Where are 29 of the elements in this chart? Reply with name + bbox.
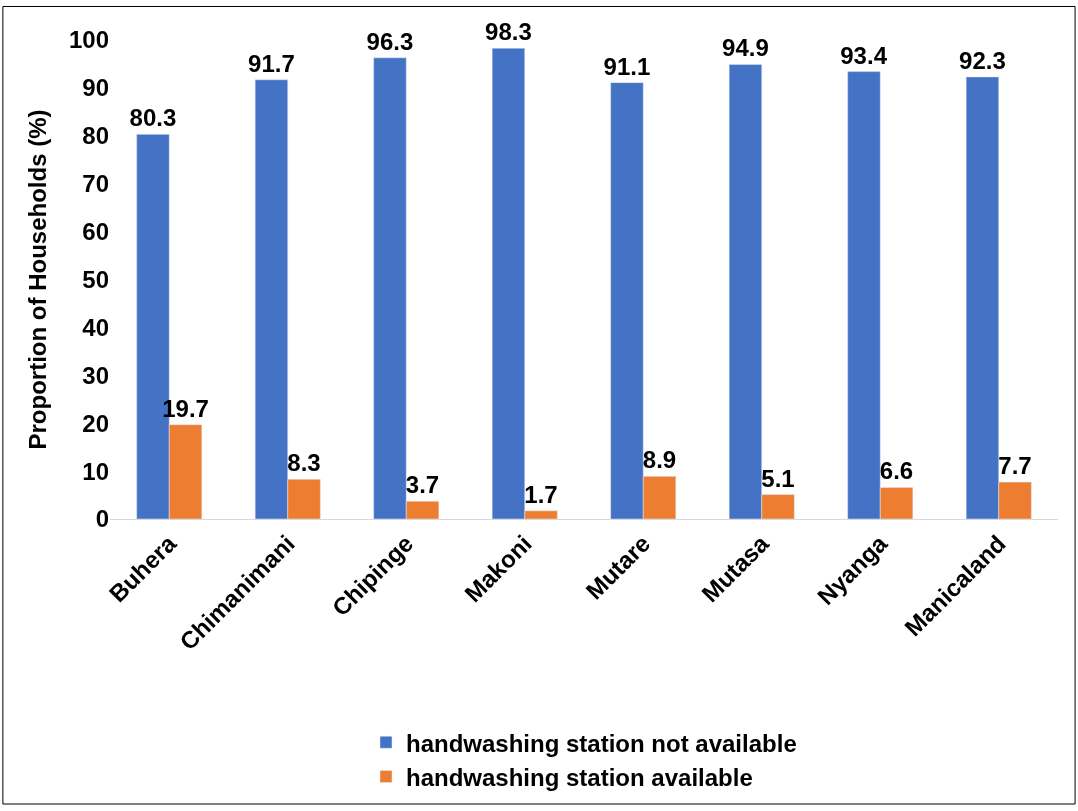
legend-label: handwashing station not available: [406, 729, 797, 757]
data-label: 91.1: [603, 52, 651, 80]
data-label: 98.3: [485, 18, 532, 46]
data-label: 7.7: [998, 452, 1032, 480]
data-label: 5.1: [761, 464, 795, 492]
data-label: 8.9: [642, 446, 677, 474]
y-tick-label: 50: [82, 265, 109, 293]
data-label: 96.3: [366, 27, 414, 55]
data-label: 94.9: [722, 34, 769, 62]
y-tick-label: 60: [82, 218, 109, 245]
y-tick-label: 40: [82, 313, 109, 341]
data-label: 6.6: [879, 457, 914, 485]
legend-label: handwashing station available: [406, 763, 753, 791]
data-label: 8.3: [287, 449, 321, 477]
y-tick-label: 90: [82, 74, 109, 102]
y-tick-label: 80: [82, 122, 109, 150]
data-label: 93.4: [840, 41, 888, 69]
y-tick-label: 20: [82, 409, 109, 437]
y-tick-label: 10: [82, 457, 109, 485]
data-label: 3.7: [405, 471, 440, 499]
y-tick-label: 0: [95, 505, 109, 533]
y-tick-label: 30: [82, 361, 109, 389]
y-tick-label: 70: [82, 170, 109, 198]
data-label: 92.3: [959, 46, 1006, 74]
y-tick-label: 100: [68, 26, 109, 54]
y-axis-title: Proportion of Households (%): [24, 109, 52, 450]
data-label: 1.7: [524, 480, 558, 508]
data-label: 91.7: [248, 49, 295, 77]
data-label: 80.3: [129, 104, 177, 132]
